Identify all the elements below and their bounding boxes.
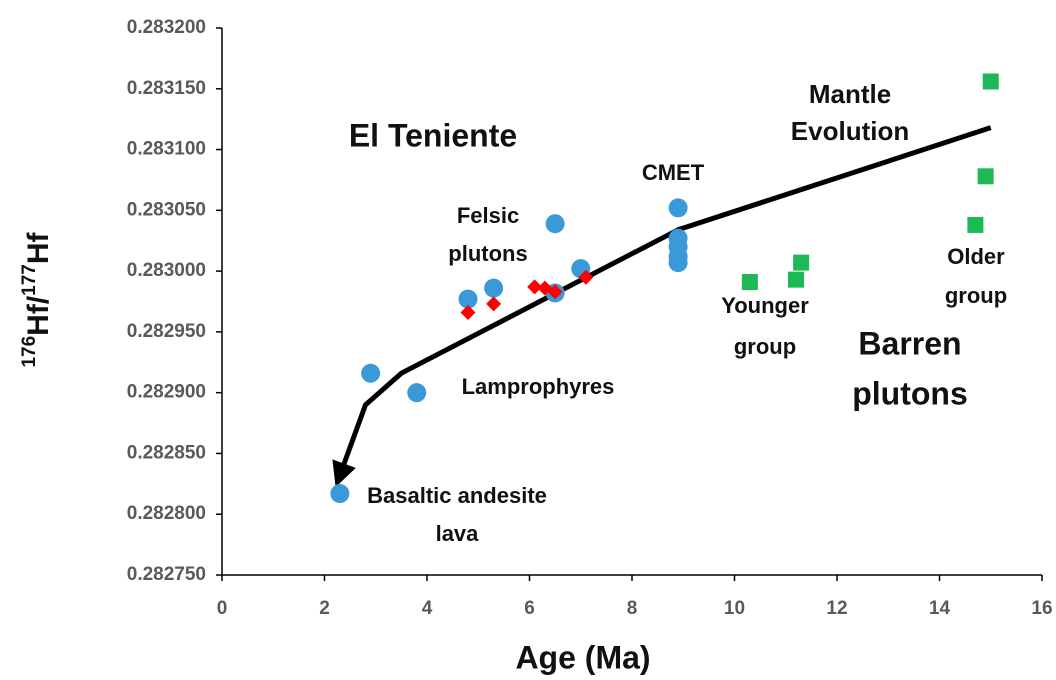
annotation: Younger [721, 293, 809, 318]
point [458, 289, 478, 309]
y-axis-label: 176Hf/177Hf [19, 231, 55, 367]
annotation: plutons [448, 241, 527, 266]
point [793, 254, 810, 271]
point [668, 253, 688, 273]
y-label-part: Hf/ [22, 295, 55, 336]
annotation: Mantle [809, 79, 891, 109]
point [982, 73, 999, 90]
point [407, 383, 427, 403]
point [668, 198, 688, 218]
y-tick-label: 0.283100 [127, 139, 206, 160]
annotation: group [734, 334, 796, 359]
annotation: plutons [852, 375, 968, 411]
y-tick-label: 0.283150 [127, 78, 206, 99]
point [460, 304, 476, 320]
annotation: lava [436, 521, 480, 546]
y-tick-label: 0.282750 [127, 564, 206, 585]
x-tick-label: 16 [1031, 598, 1052, 619]
point [484, 278, 504, 298]
annotation: Barren [858, 325, 961, 361]
x-tick-label: 12 [826, 598, 847, 619]
x-tick-label: 4 [422, 598, 433, 619]
y-label-part: Hf [22, 231, 55, 264]
point [977, 168, 994, 185]
point [578, 269, 594, 285]
annotation: Felsic [457, 203, 519, 228]
annotation: CMET [642, 160, 705, 185]
x-tick-label: 10 [724, 598, 745, 619]
point [361, 363, 381, 383]
y-tick-label: 0.283200 [127, 17, 206, 38]
annotation: Older [947, 244, 1005, 269]
x-tick-label: 8 [627, 598, 638, 619]
evolution-line [332, 125, 992, 488]
annotation: Evolution [791, 116, 909, 146]
y-tick-label: 0.282900 [127, 382, 206, 403]
y-tick-label: 0.283050 [127, 199, 206, 220]
y-tick-label: 0.283000 [127, 260, 206, 281]
x-tick-label: 6 [524, 598, 535, 619]
y-tick-label: 0.282800 [127, 503, 206, 524]
point [486, 296, 502, 312]
y-label-part: 177 [19, 264, 40, 296]
point [547, 284, 563, 300]
point [741, 274, 758, 291]
annotation: El Teniente [349, 117, 517, 153]
y-tick-label: 0.282850 [127, 442, 206, 463]
y-tick-label: 0.282950 [127, 321, 206, 342]
x-axis-label: Age (Ma) [515, 639, 650, 675]
x-tick-label: 2 [319, 598, 330, 619]
annotation: Basaltic andesite [367, 483, 547, 508]
point [527, 279, 543, 295]
x-tick-label: 14 [929, 598, 951, 619]
annotation: Lamprophyres [462, 374, 615, 399]
x-tick-label: 0 [217, 598, 228, 619]
y-label-part: 176 [19, 336, 40, 368]
point [788, 271, 804, 288]
annotation: group [945, 283, 1007, 308]
point [545, 214, 565, 234]
point [330, 484, 350, 504]
point [967, 216, 984, 233]
